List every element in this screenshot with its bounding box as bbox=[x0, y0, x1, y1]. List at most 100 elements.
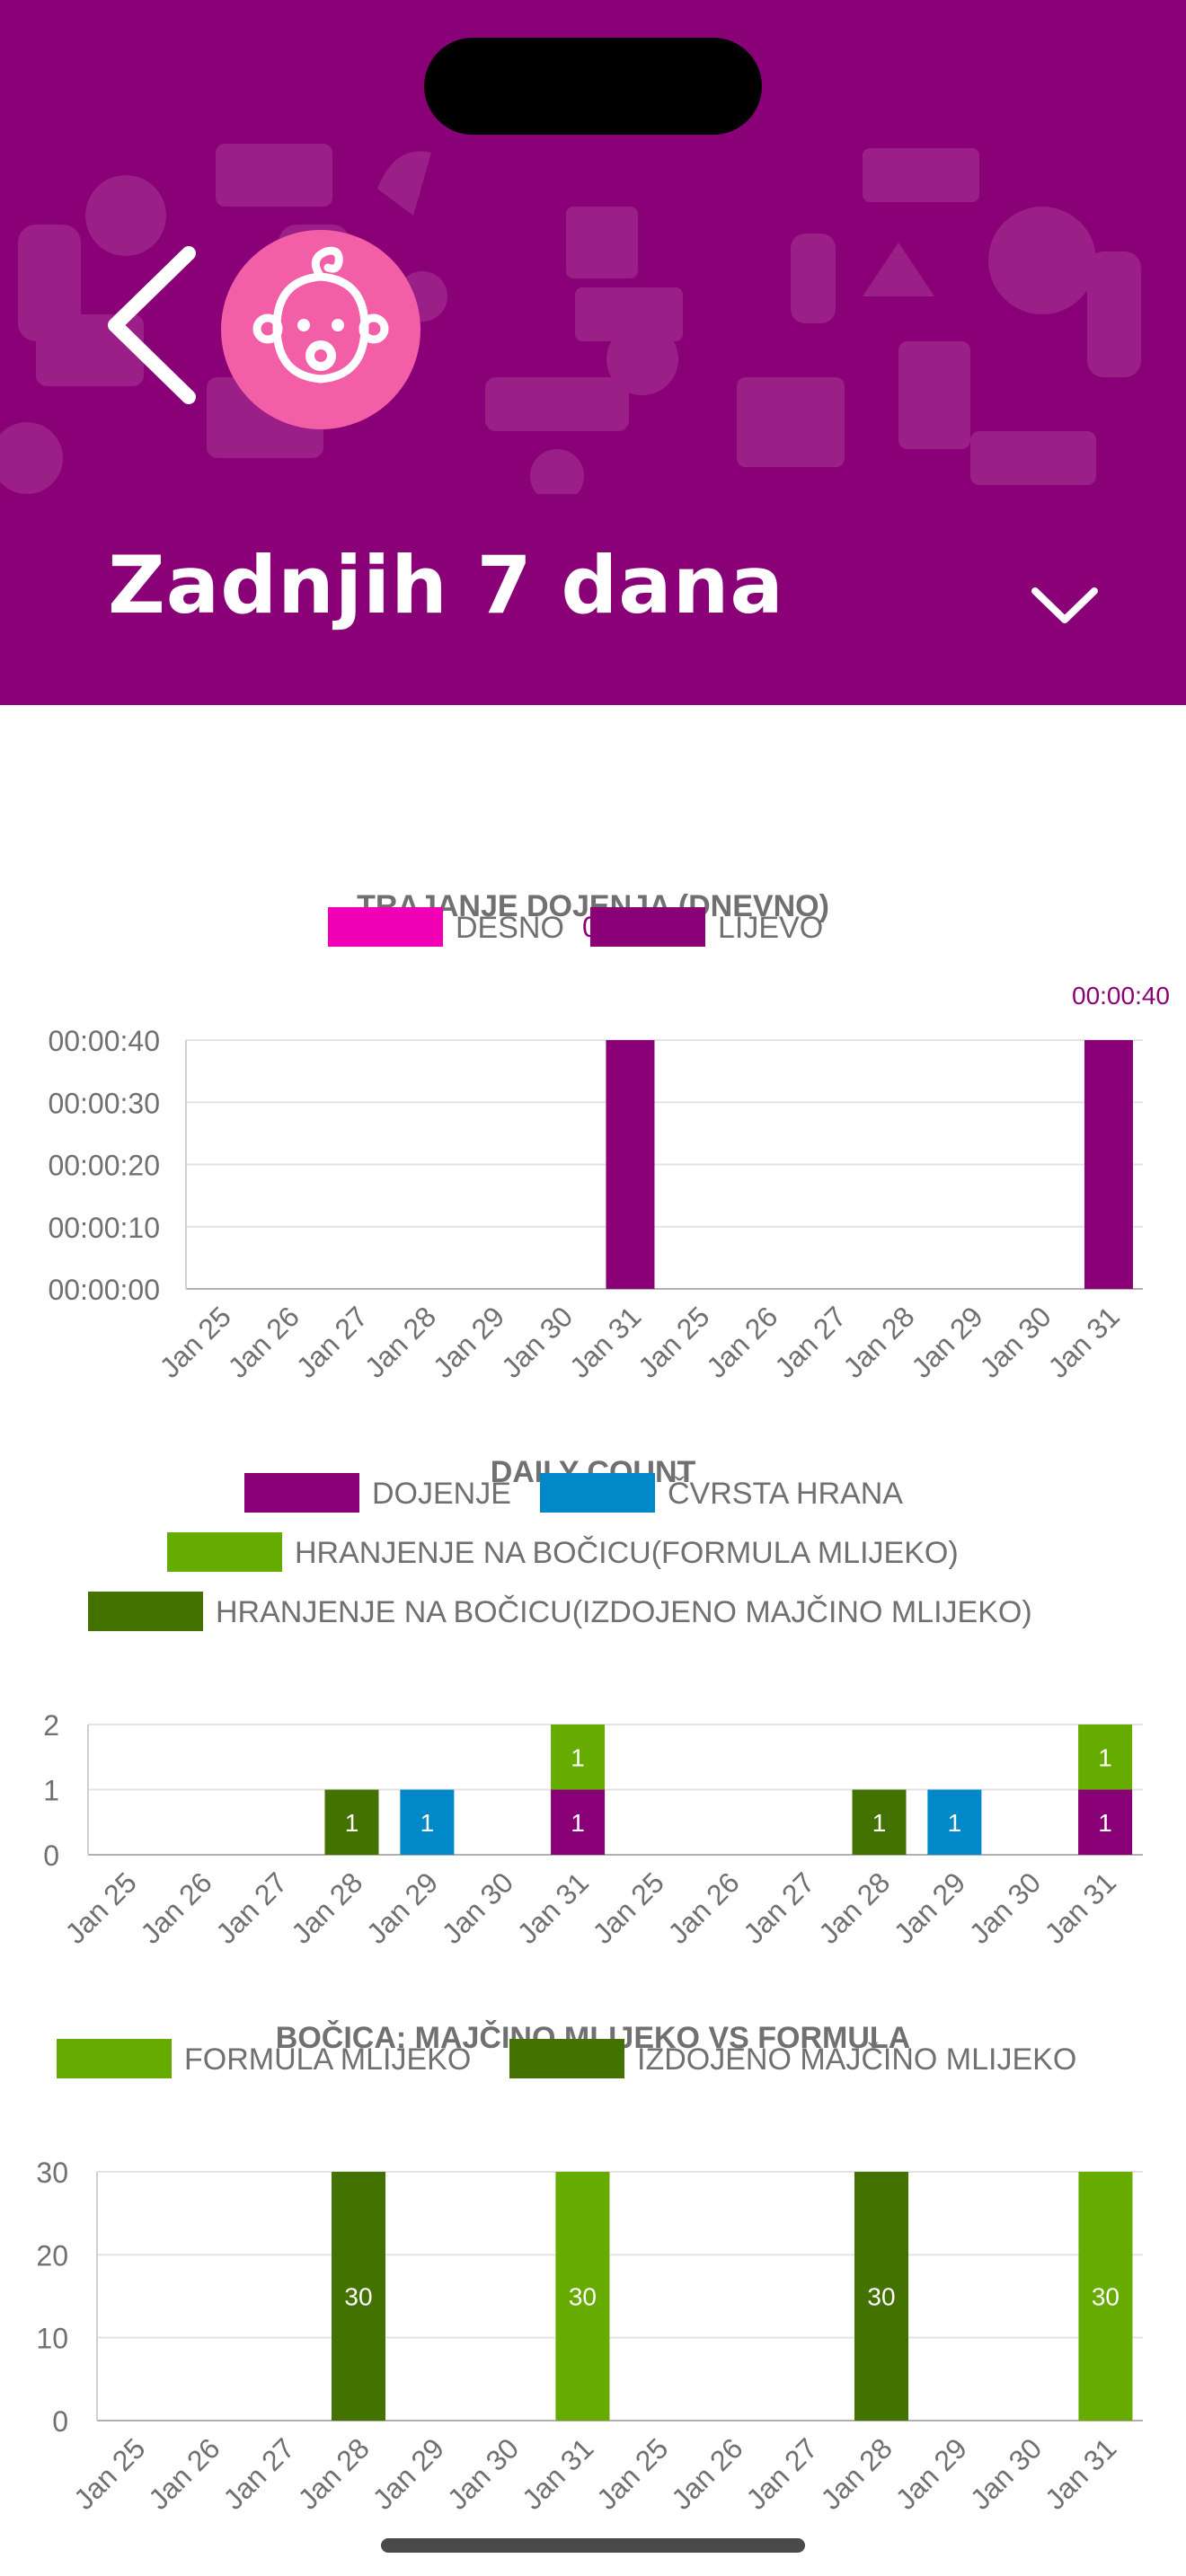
y-tick-label: 00:00:20 bbox=[48, 1150, 160, 1182]
back-button[interactable] bbox=[90, 235, 216, 415]
y-tick-label: 30 bbox=[36, 2157, 68, 2189]
x-tick-label: Jan 31 bbox=[1042, 1300, 1126, 1383]
period-title: Zadnjih 7 dana bbox=[108, 539, 784, 631]
legend-label: DOJENJE bbox=[372, 1477, 511, 1511]
x-tick-label: Jan 28 bbox=[358, 1300, 442, 1383]
baby-face-icon bbox=[252, 246, 389, 384]
x-tick-label: Jan 30 bbox=[973, 1300, 1057, 1383]
avatar[interactable] bbox=[221, 230, 420, 429]
y-tick-label: 1 bbox=[43, 1775, 59, 1807]
bar bbox=[1078, 1725, 1133, 1790]
legend-swatch bbox=[590, 907, 705, 947]
x-tick-label: Jan 29 bbox=[367, 2431, 450, 2515]
x-tick-label: Jan 30 bbox=[963, 1866, 1047, 1949]
bar-value-label: 30 bbox=[1092, 2283, 1120, 2311]
daily-count-plot: DOJENJE ČVRSTA HRANA HRANJENJE NA BOČICU(F… bbox=[43, 1473, 1143, 1950]
bar-value-label: 1 bbox=[1098, 1809, 1112, 1837]
bar-value-label: 1 bbox=[420, 1809, 435, 1837]
legend-label: ČVRSTA HRANA bbox=[668, 1477, 903, 1511]
legend-swatch bbox=[88, 1592, 203, 1631]
bar bbox=[551, 1789, 606, 1855]
bar bbox=[555, 2172, 610, 2421]
camera-notch bbox=[424, 38, 762, 135]
x-tick-label: Jan 26 bbox=[700, 1300, 783, 1383]
y-tick-label: 2 bbox=[43, 1709, 59, 1742]
y-tick-label: 20 bbox=[36, 2239, 68, 2272]
x-tick-label: Jan 26 bbox=[222, 1300, 305, 1383]
x-tick-label: Jan 29 bbox=[890, 2431, 973, 2515]
legend-label: HRANJENJE NA BOČICU(IZDOJENO MAJČINO MLI… bbox=[216, 1595, 1032, 1629]
bar bbox=[400, 1789, 455, 1855]
x-tick-label: Jan 31 bbox=[511, 1866, 595, 1949]
bar bbox=[852, 1789, 907, 1855]
bottle-comparison-plot: FORMULA MLIJEKO IZDOJENO MAJČINO MLIJEKO 0… bbox=[36, 2039, 1143, 2516]
bar-value-label: 1 bbox=[571, 1743, 585, 1771]
x-tick-label: Jan 27 bbox=[290, 1300, 374, 1383]
x-tick-label: Jan 27 bbox=[737, 1866, 820, 1949]
bar-value-label: 30 bbox=[569, 2283, 597, 2311]
bar-value-label: 1 bbox=[571, 1809, 585, 1837]
legend-label: FORMULA MLIJEKO bbox=[184, 2042, 471, 2077]
x-tick-label: Jan 25 bbox=[590, 2431, 674, 2515]
bar-value-label-partial: 0 bbox=[582, 911, 598, 943]
x-tick-label: Jan 28 bbox=[836, 1300, 920, 1383]
x-tick-label: Jan 28 bbox=[285, 1866, 368, 1949]
x-tick-label: Jan 25 bbox=[58, 1866, 142, 1949]
bar bbox=[1078, 1789, 1133, 1855]
x-tick-label: Jan 26 bbox=[665, 2431, 748, 2515]
legend-swatch bbox=[167, 1532, 282, 1572]
bar bbox=[854, 2172, 908, 2421]
x-tick-label: Jan 29 bbox=[427, 1300, 510, 1383]
x-tick-label: Jan 30 bbox=[441, 2431, 525, 2515]
x-tick-label: Jan 29 bbox=[360, 1866, 444, 1949]
bar-value-label: 1 bbox=[345, 1809, 359, 1837]
x-tick-label: Jan 31 bbox=[516, 2431, 599, 2515]
x-tick-label: Jan 28 bbox=[815, 2431, 898, 2515]
x-tick-label: Jan 25 bbox=[67, 2431, 151, 2515]
y-tick-label: 0 bbox=[43, 1839, 59, 1872]
legend-label: LIJEVO bbox=[718, 911, 823, 945]
x-tick-label: Jan 26 bbox=[142, 2431, 226, 2515]
bar-value-label: 1 bbox=[1098, 1743, 1112, 1771]
x-tick-label: Jan 26 bbox=[134, 1866, 217, 1949]
legend-swatch bbox=[540, 1473, 655, 1513]
y-tick-label: 0 bbox=[52, 2405, 68, 2438]
app-header: Zadnjih 7 dana bbox=[0, 0, 1186, 705]
bar-value-label: 30 bbox=[867, 2283, 895, 2311]
x-tick-label: Jan 27 bbox=[209, 1866, 293, 1949]
x-tick-label: Jan 28 bbox=[812, 1866, 896, 1949]
bar-value-label: 1 bbox=[948, 1809, 962, 1837]
x-tick-label: Jan 29 bbox=[888, 1866, 971, 1949]
bar bbox=[1078, 2172, 1133, 2421]
x-tick-label: Jan 27 bbox=[739, 2431, 823, 2515]
legend-label: IZDOJENO MAJČINO MLIJEKO bbox=[637, 2042, 1076, 2077]
bar bbox=[1084, 1040, 1133, 1289]
chevron-down-icon bbox=[1031, 587, 1098, 623]
bottle-comparison-chart: BOČICA: MAJČINO MLIJEKO VS FORMULA FORMU… bbox=[0, 2003, 1186, 2533]
x-tick-label: Jan 25 bbox=[154, 1300, 237, 1383]
x-tick-label: Jan 30 bbox=[964, 2431, 1048, 2515]
home-indicator[interactable] bbox=[381, 2538, 805, 2553]
bar bbox=[606, 1040, 655, 1289]
legend-swatch bbox=[328, 907, 443, 947]
x-tick-label: Jan 25 bbox=[586, 1866, 669, 1949]
x-tick-label: Jan 31 bbox=[1039, 2431, 1122, 2515]
bar bbox=[332, 2172, 385, 2421]
y-tick-label: 10 bbox=[36, 2323, 68, 2355]
y-tick-label: 00:00:30 bbox=[48, 1087, 160, 1119]
period-dropdown[interactable] bbox=[1024, 575, 1105, 638]
legend-swatch bbox=[244, 1473, 359, 1513]
legend-swatch bbox=[57, 2039, 172, 2078]
y-tick-label: 00:00:00 bbox=[48, 1274, 160, 1306]
x-tick-label: Jan 31 bbox=[563, 1300, 647, 1383]
legend-swatch bbox=[509, 2039, 624, 2078]
x-tick-label: Jan 30 bbox=[436, 1866, 519, 1949]
x-tick-label: Jan 31 bbox=[1039, 1866, 1122, 1949]
bar-value-label: 1 bbox=[872, 1809, 887, 1837]
bar-value-label: 30 bbox=[344, 2283, 372, 2311]
x-tick-label: Jan 25 bbox=[632, 1300, 715, 1383]
y-tick-label: 00:00:40 bbox=[48, 1025, 160, 1057]
daily-count-chart: DAILY COUNT DOJENJE ČVRSTA HRANA HRANJENJE… bbox=[0, 1437, 1186, 1976]
baby-items-pattern bbox=[0, 144, 1141, 494]
x-tick-label: Jan 26 bbox=[661, 1866, 745, 1949]
